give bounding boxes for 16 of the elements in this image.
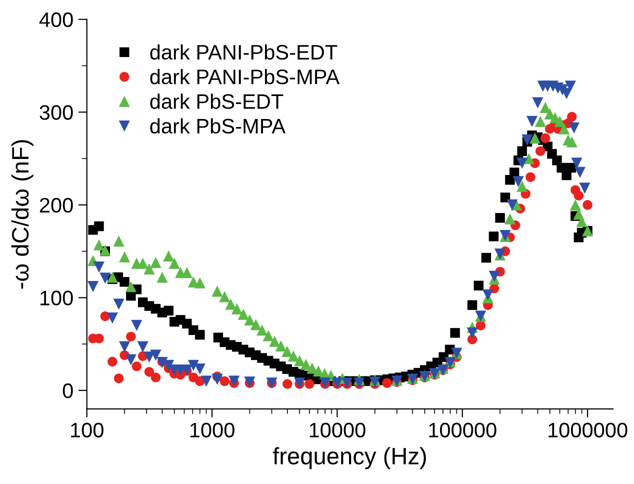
x-tick-label: 10000 xyxy=(310,422,366,438)
x-tick-label: 1000000 xyxy=(548,422,628,438)
y-tick-label: 300 xyxy=(40,105,73,120)
legend-label: dark PANI-PbS-MPA xyxy=(150,68,340,84)
y-tick-label: 400 xyxy=(39,12,73,28)
x-tick-label: 1000 xyxy=(190,422,234,438)
legend-label: dark PbS-MPA xyxy=(150,118,286,134)
x-tick-label: 100000 xyxy=(429,422,496,438)
y-axis-title: -ω dC/dω (nF) xyxy=(11,140,34,289)
legend-label: dark PANI-PbS-EDT xyxy=(150,44,338,60)
x-tick-label: 100 xyxy=(71,422,104,438)
legend-label: dark PbS-EDT xyxy=(150,94,284,109)
y-tick-label: 0 xyxy=(62,383,73,398)
x-axis-title: frequency (Hz) xyxy=(272,447,426,470)
y-tick-label: 100 xyxy=(40,290,73,306)
y-tick-label: 200 xyxy=(40,198,73,213)
